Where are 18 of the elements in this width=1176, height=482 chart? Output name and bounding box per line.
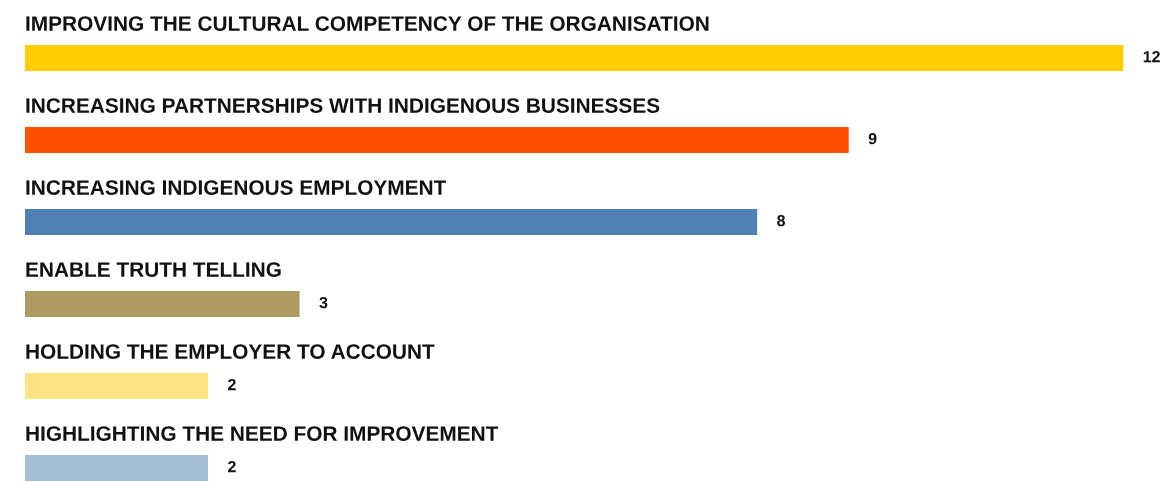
- y-tick-label: INCREASING PARTNERSHIPS WITH INDIGENOUS BUSINESSES: [26, 98, 660, 113]
- y-tick-label: HOLDING THE EMPLOYER TO ACCOUNT: [26, 344, 435, 359]
- data-label: 3: [319, 296, 328, 309]
- y-tick-label: ENABLE TRUTH TELLING: [26, 262, 281, 277]
- y-tick-label: HIGHLIGHTING THE NEED FOR IMPROVEMENT: [26, 426, 499, 441]
- data-label: 2: [228, 460, 236, 473]
- bar: [25, 372, 209, 400]
- y-tick-label: INCREASING INDIGENOUS EMPLOYMENT: [26, 180, 447, 195]
- bar: [25, 208, 758, 236]
- y-tick-label: IMPROVING THE CULTURAL COMPETENCY OF THE ORGANISATION: [26, 16, 709, 31]
- data-label: 9: [868, 132, 877, 145]
- bar: [25, 44, 1124, 72]
- data-label: 12: [1143, 50, 1160, 63]
- bar: [25, 290, 300, 318]
- bar: [25, 454, 209, 482]
- data-label: 8: [777, 214, 786, 227]
- bar: [25, 126, 849, 154]
- data-label: 2: [228, 378, 236, 391]
